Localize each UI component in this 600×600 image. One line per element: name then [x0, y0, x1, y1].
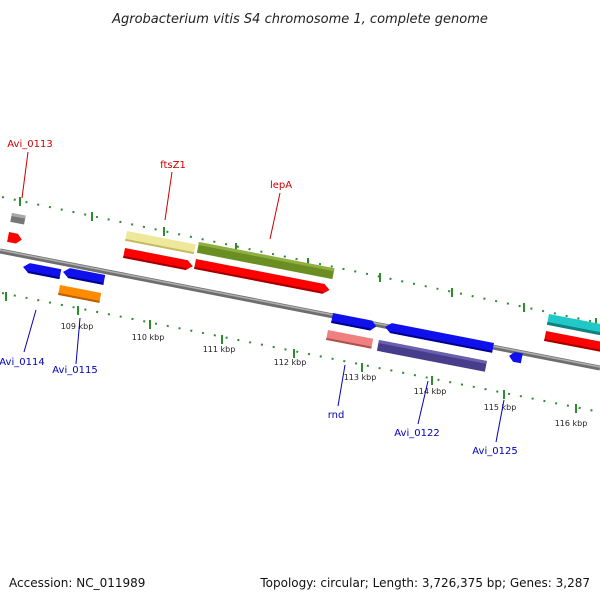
gene-slate-avi-0122[interactable] [376, 340, 487, 372]
gene-label-avi-0115[interactable]: Avi_0115 [52, 365, 97, 376]
gene-blue-avi-0125[interactable] [508, 351, 523, 364]
map-title: Agrobacterium vitis S4 chromosome 1, com… [111, 12, 488, 27]
kbp-label: 116 kbp [555, 419, 588, 428]
genome-backbone [0, 248, 600, 371]
lower-major-ticks [5, 292, 577, 413]
upper-major-ticks [19, 197, 597, 327]
gene-red-lepa[interactable] [194, 259, 330, 295]
kbp-label: 110 kbp [132, 333, 165, 342]
topology-text: Topology: circular; Length: 3,726,375 bp… [259, 576, 590, 590]
gene-label-lepa[interactable]: lepA [270, 180, 292, 191]
gene-labels: Avi_0113 ftsZ1 lepA Avi_0114 Avi_0115 rn… [0, 139, 518, 457]
gene-blue-3[interactable] [331, 313, 377, 331]
gene-red-avi-0113[interactable] [7, 232, 23, 244]
gene-blue-avi-0114[interactable] [22, 262, 62, 280]
kbp-label: 111 kbp [203, 345, 236, 354]
kbp-label: 112 kbp [274, 358, 307, 367]
kbp-labels: 109 kbp 110 kbp 111 kbp 112 kbp 113 kbp … [61, 322, 588, 428]
gene-label-avi-0113[interactable]: Avi_0113 [7, 139, 52, 150]
kbp-label: 113 kbp [344, 373, 377, 382]
gene-olive-lepa[interactable] [196, 241, 335, 280]
gene-label-avi-0122[interactable]: Avi_0122 [394, 428, 439, 439]
kbp-label: 114 kbp [414, 387, 447, 396]
accession-text: Accession: NC_011989 [9, 576, 145, 590]
gene-gray-avi-0113[interactable] [10, 213, 26, 225]
kbp-label: 109 kbp [61, 322, 94, 331]
genes [7, 213, 600, 372]
gene-label-ftsz1[interactable]: ftsZ1 [160, 160, 186, 171]
gene-cyan[interactable] [546, 314, 600, 337]
gene-salmon-rnd[interactable] [326, 330, 374, 349]
gene-label-avi-0125[interactable]: Avi_0125 [472, 446, 517, 457]
gene-label-rnd[interactable]: rnd [328, 410, 345, 421]
gene-red-ftsz1[interactable] [123, 248, 194, 271]
gene-blue-avi-0122[interactable] [384, 322, 494, 353]
leader-lines [21, 151, 505, 443]
kbp-label: 115 kbp [484, 403, 517, 412]
gene-label-avi-0114[interactable]: Avi_0114 [0, 357, 45, 368]
gene-blue-2[interactable] [62, 267, 106, 285]
gene-red-right[interactable] [544, 331, 600, 353]
gene-khaki-ftsz1[interactable] [125, 231, 196, 255]
gene-orange-avi-0115[interactable] [58, 285, 102, 303]
